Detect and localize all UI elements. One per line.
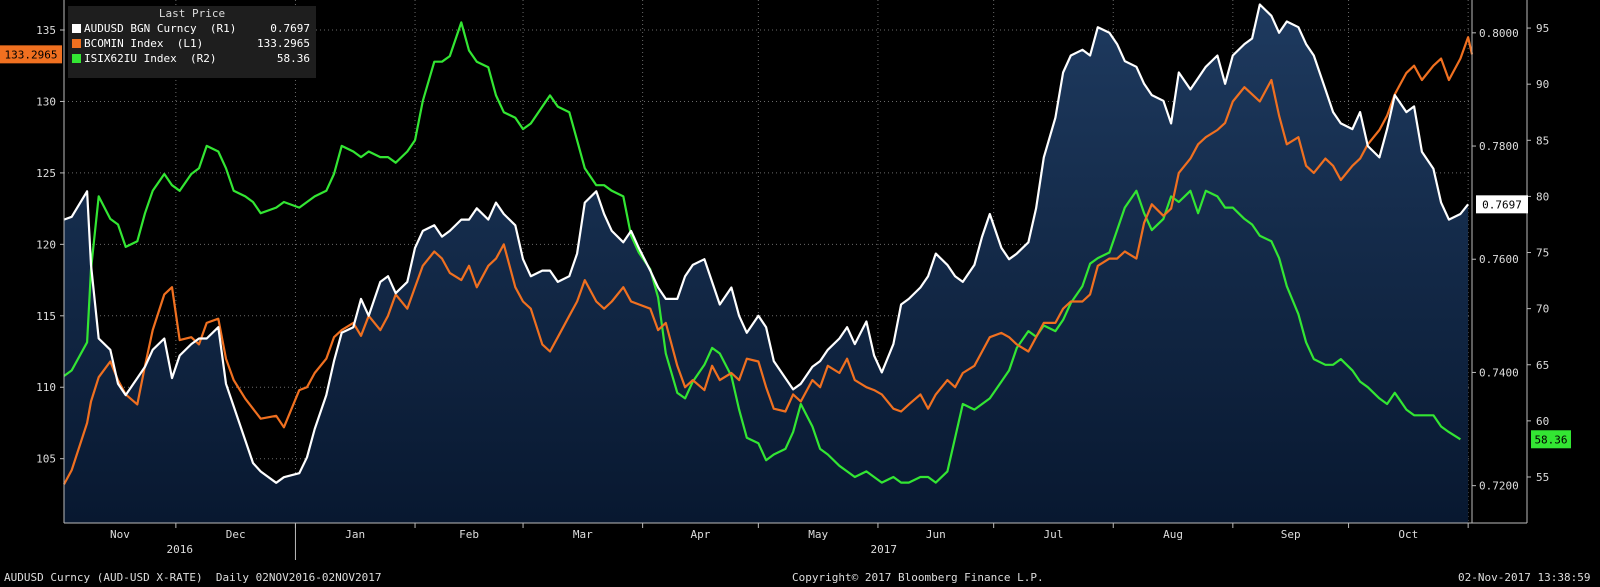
x-month-label: Jan	[345, 528, 365, 541]
series-line-isix	[63, 21, 1461, 484]
x-month-label: Feb	[459, 528, 479, 541]
footer-timestamp: 02-Nov-2017 13:38:59	[1458, 571, 1591, 584]
left-tick-label: 125	[36, 167, 56, 180]
legend-swatch-bcomin	[72, 39, 81, 48]
legend-value: 133.2965	[257, 37, 310, 50]
legend-value: 58.36	[276, 52, 310, 65]
legend-swatch-isix	[72, 54, 81, 63]
axis-labels: 105 110 115 120 125 130 135 0.7200 0.7400 0.7600 0…	[0, 22, 1571, 556]
legend-value: 0.7697	[270, 22, 310, 35]
last-value-left-text: 133.2965	[5, 48, 58, 61]
legend-name: ISIX62IU Index (R2)	[84, 52, 217, 65]
right1-tick-label: 0.8000	[1479, 27, 1519, 40]
legend-name: AUDUSD BGN Curncy (R1)	[84, 22, 237, 35]
legend-item-bcomin: BCOMIN Index (L1) 133.2965	[68, 36, 316, 51]
last-value-right1: 0.7697	[1476, 195, 1528, 214]
right2-tick-label: 90	[1536, 78, 1549, 91]
x-month-label: Dec	[226, 528, 246, 541]
right2-tick-label: 80	[1536, 190, 1549, 203]
left-tick-label: 115	[36, 310, 56, 323]
legend-swatch-audusd	[72, 24, 81, 33]
last-value-right1-text: 0.7697	[1482, 198, 1522, 211]
x-month-label: Sep	[1281, 528, 1301, 541]
x-month-label: May	[808, 528, 828, 541]
right1-tick-label: 0.7600	[1479, 253, 1519, 266]
right1-tick-label: 0.7400	[1479, 366, 1519, 379]
right2-tick-label: 65	[1536, 359, 1549, 372]
audusd-area-fill	[64, 4, 1469, 523]
right1-tick-label: 0.7800	[1479, 140, 1519, 153]
left-tick-label: 110	[36, 381, 56, 394]
right1-tick-label: 0.7200	[1479, 480, 1519, 493]
x-month-label: Apr	[691, 528, 711, 541]
series-line-audusd	[63, 3, 1469, 484]
legend-header: Last Price	[158, 7, 226, 20]
year-label: 2017	[870, 543, 897, 556]
x-month-label: Oct	[1398, 528, 1418, 541]
x-month-label: Jul	[1044, 528, 1064, 541]
x-month-label: Jun	[926, 528, 946, 541]
right2-tick-label: 95	[1536, 22, 1549, 35]
left-tick-label: 120	[36, 238, 56, 251]
last-value-right2: 58.36	[1531, 430, 1571, 449]
left-tick-label: 130	[36, 95, 56, 108]
footer-security: AUDUSD Curncy (AUD-USD X-RATE) Daily 02N…	[4, 571, 382, 584]
x-month-label: Aug	[1163, 528, 1183, 541]
right2-tick-label: 55	[1536, 471, 1549, 484]
last-value-left: 133.2965	[0, 45, 62, 64]
legend-item-audusd: AUDUSD BGN Curncy (R1) 0.7697	[68, 21, 316, 36]
legend-item-isix: ISIX62IU Index (R2) 58.36	[68, 51, 316, 66]
legend: Last Price AUDUSD BGN Curncy (R1) 0.7697…	[68, 6, 316, 78]
x-month-label: Nov	[110, 528, 130, 541]
x-month-label: Mar	[573, 528, 593, 541]
right2-tick-label: 75	[1536, 247, 1549, 260]
chart-axes	[60, 0, 1531, 560]
series-line-bcomin	[63, 36, 1474, 485]
right2-tick-label: 60	[1536, 415, 1549, 428]
audusd-area	[64, 4, 1469, 523]
footer-copyright: Copyright© 2017 Bloomberg Finance L.P.	[792, 571, 1044, 584]
right2-tick-label: 85	[1536, 134, 1549, 147]
legend-name: BCOMIN Index (L1)	[84, 37, 204, 50]
left-tick-label: 105	[36, 453, 56, 466]
last-value-right2-text: 58.36	[1534, 433, 1567, 446]
right2-tick-label: 70	[1536, 303, 1549, 316]
left-tick-label: 135	[36, 24, 56, 37]
series-lines	[63, 3, 1474, 485]
year-label: 2016	[166, 543, 193, 556]
